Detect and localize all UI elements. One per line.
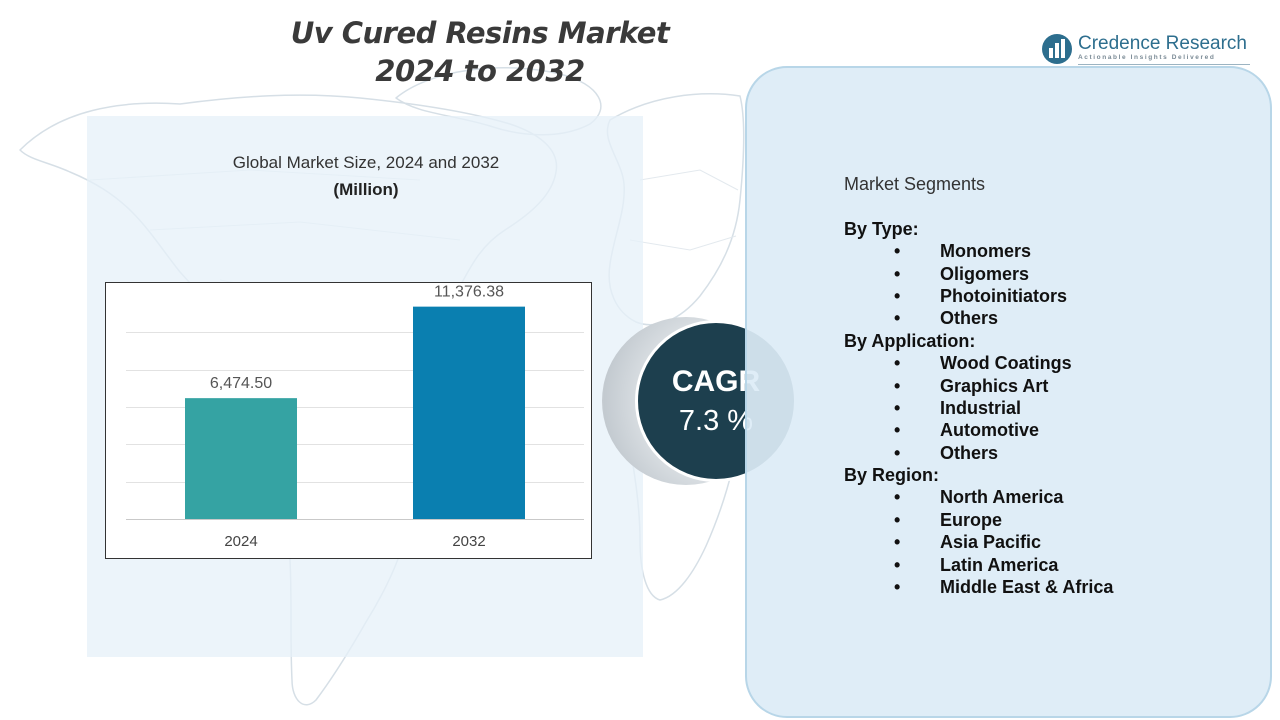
brand-tagline: Actionable Insights Delivered	[1078, 54, 1216, 61]
list-item: • Latin America	[844, 554, 1264, 576]
list-item-label: Others	[940, 442, 999, 463]
bar-2024	[185, 398, 297, 519]
bullet-icon: •	[894, 554, 901, 575]
bullet-icon: •	[894, 509, 901, 530]
bullet-icon: •	[894, 241, 901, 262]
x-tick-label: 2032	[452, 533, 485, 550]
bullet-icon: •	[894, 397, 901, 418]
title-line-1: Uv Cured Resins Market	[290, 16, 670, 50]
segment-group-region: By Region: • North America • Europe • Asia …	[844, 464, 1264, 598]
segment-group-label: By Application:	[844, 330, 976, 351]
bars	[185, 306, 525, 519]
bullet-icon: •	[894, 308, 901, 329]
title-line-2: 2024 to 2032	[375, 54, 585, 88]
segment-group-application: By Application: • Wood Coatings • Graphics…	[844, 330, 1264, 464]
segments-panel	[745, 66, 1272, 718]
x-tick-label: 2024	[224, 533, 257, 550]
list-item: • Asia Pacific	[844, 531, 1264, 553]
list-item: • Graphics Art	[844, 375, 1264, 397]
list-item-label: Photoinitiators	[940, 286, 1067, 307]
brand-mark-icon	[1042, 34, 1072, 64]
list-item: • Photoinitiators	[844, 285, 1264, 307]
bullet-icon: •	[894, 263, 901, 284]
list-item: • Automotive	[844, 419, 1264, 441]
list-item: • Europe	[844, 509, 1264, 531]
bullet-icon: •	[894, 576, 901, 597]
segment-group-label: By Type:	[844, 219, 919, 239]
bar-value-label: 6,474.50	[210, 375, 272, 392]
category-labels: 2024 2032	[224, 533, 485, 550]
list-item-label: Latin America	[940, 554, 1059, 575]
bar-2032	[413, 306, 525, 519]
list-item: • Others	[844, 442, 1264, 464]
cagr-value: 7.3 %	[678, 405, 754, 437]
bullet-icon: •	[894, 442, 901, 463]
segments-list: By Type: • Monomers • Oligomers • Photoinit…	[844, 218, 1264, 598]
bullet-icon: •	[894, 353, 901, 374]
bar-value-label: 11,376.38	[434, 284, 504, 301]
bullet-icon: •	[894, 375, 901, 396]
brand-underline	[1078, 64, 1250, 65]
list-item: • Industrial	[844, 397, 1264, 419]
list-item-label: North America	[940, 487, 1064, 508]
list-item: • Oligomers	[844, 263, 1264, 285]
brand-name: Credence Research	[1078, 33, 1247, 54]
list-item: • North America	[844, 486, 1264, 508]
list-item-label: Wood Coatings	[940, 353, 1072, 374]
list-item-label: Automotive	[940, 420, 1039, 441]
bullet-icon: •	[894, 487, 901, 508]
list-item-label: Graphics Art	[940, 375, 1049, 396]
segment-group-label: By Region:	[844, 465, 940, 486]
chart-heading: Global Market Size, 2024 and 2032	[232, 153, 500, 172]
bullet-icon: •	[894, 286, 901, 307]
page-title: Uv Cured Resins Market 2024 to 2032	[250, 14, 710, 90]
list-item-label: Industrial	[940, 397, 1022, 418]
list-item-label: Middle East & Africa	[940, 576, 1114, 597]
bullet-icon: •	[894, 420, 901, 441]
list-item: • Monomers	[844, 240, 1264, 262]
list-item-label: Others	[940, 308, 999, 329]
list-item: • Others	[844, 307, 1264, 329]
list-item-label: Monomers	[940, 241, 1032, 262]
list-item-label: Europe	[940, 509, 1003, 530]
segment-group-type: By Type: • Monomers • Oligomers • Photoinit…	[844, 218, 1264, 330]
bullet-icon: •	[894, 532, 901, 553]
chart-unit: (Million)	[333, 180, 399, 199]
list-item: • Middle East & Africa	[844, 576, 1264, 598]
credence-research-logo: Credence Research Actionable Insights De…	[1040, 30, 1255, 70]
list-item-label: Asia Pacific	[940, 532, 1042, 553]
list-item: • Wood Coatings	[844, 352, 1264, 374]
segments-title: Market Segments	[844, 174, 986, 194]
list-item-label: Oligomers	[940, 263, 1030, 284]
value-labels: 6,474.50 11,376.38	[210, 284, 504, 393]
